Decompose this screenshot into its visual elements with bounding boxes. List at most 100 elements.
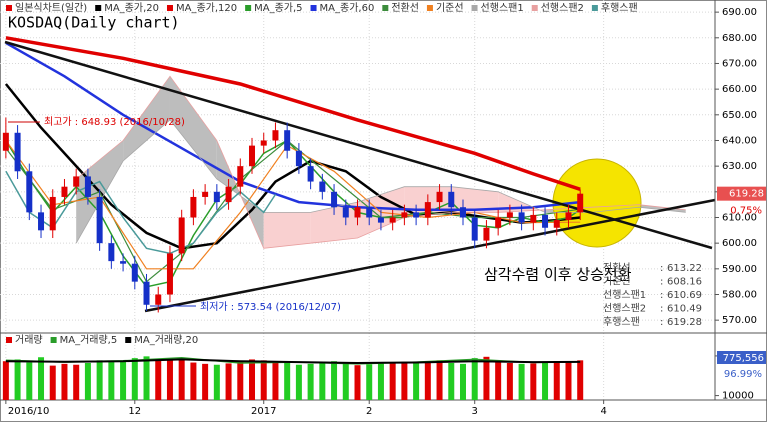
volume-bar [495,362,502,400]
volume-bar [166,358,173,400]
info-label: 후행스팬 [603,316,640,328]
trend-line [4,40,713,250]
legend-label: MA_종가,20 [104,2,159,14]
candle-body [120,261,127,264]
y-tick-label: 650.00 [722,110,757,121]
volume-bar [178,357,185,400]
volume-bar [577,360,584,400]
candle-body [49,196,56,231]
annotation: 최저가 : 573.54 (2016/12/07) [200,301,341,313]
candle-body [565,212,572,221]
candle-body [342,207,349,218]
candle-body [213,191,220,203]
legend-marker [591,5,598,11]
candle-body [26,171,33,213]
candle-body [284,130,291,151]
volume-bar [436,360,443,400]
volume-bar [401,361,408,400]
price-tag [717,186,766,201]
volume-bar [295,364,302,400]
candle-body [272,130,279,141]
candle-body [424,202,431,218]
volume-bar [38,357,45,400]
volume-bar [518,363,525,400]
cloud-area [638,204,686,213]
legend-label: MA_거래량,5 [60,334,118,346]
y-tick-label: 630.00 [722,161,757,172]
candle-body [14,132,21,172]
legend-marker [426,5,433,11]
volume-bar [553,361,560,400]
y-tick-label: 570.00 [722,315,757,326]
candle-body [225,186,232,203]
candle-body [459,207,466,218]
candle-body [143,281,150,305]
legend-label: 거래량 [15,334,43,346]
volume-bar [237,361,244,400]
volume-bar [120,361,127,400]
volume-bar [190,362,197,400]
candle-body [155,294,162,305]
price-change: 0.75% [730,206,762,217]
legend-label: MA_종가,5 [254,2,302,14]
volume-bar [565,362,572,400]
series-line [75,119,686,244]
legend-label: MA_종가,120 [176,2,237,14]
legend-label: 기준선 [436,2,464,14]
candle-body [249,145,256,167]
candle-layer [2,117,584,313]
candle-body [38,212,45,231]
volume-bar [61,363,68,400]
volume-bar [96,360,103,400]
volume-bar [413,362,420,400]
legend-marker [50,337,57,343]
legend-label: 선행스팬2 [541,2,584,14]
candle-body [389,217,396,223]
volume-bar [471,358,478,400]
volume-bar [542,362,549,400]
legend-marker [382,5,389,11]
legend-marker [6,337,12,343]
candle-body [542,214,549,228]
legend-label: MA_종가,60 [320,2,375,14]
candle-body [307,166,314,182]
cloud-area [169,76,217,179]
annotation: 삼각수렴 이후 상승전환 [484,266,632,284]
legend-marker [95,5,102,11]
y-tick-label: 660.00 [722,84,757,95]
y-tick-label: 670.00 [722,58,757,69]
volume-tag [717,351,766,364]
info-sep: : [660,317,663,328]
volume-bar [131,358,138,400]
legend-marker [6,5,12,11]
volume-change: 96.99% [724,369,762,380]
legend-marker [245,5,252,11]
info-sep: : [660,263,663,274]
volume-bar [319,362,326,400]
info-value: 619.28 [667,317,702,328]
volume-bar [202,363,209,400]
volume-bar [225,363,232,400]
volume-bar [448,362,455,400]
legend-marker [125,337,132,343]
candle-body [2,132,9,151]
info-value: 610.49 [667,304,702,315]
legend-marker [166,5,173,11]
y-tick-label: 680.00 [722,33,757,44]
y-tick-label: 600.00 [722,238,757,249]
info-sep: : [660,304,663,315]
x-tick-label: 4 [600,406,606,417]
chart-title: KOSDAQ(Daily chart) [8,14,180,32]
legend-marker [531,5,538,11]
series-line [4,83,581,250]
cloud-area [123,76,170,162]
volume-bar [483,356,490,400]
candle-body [553,220,560,228]
x-tick-label: 2016/10 [8,406,50,417]
volume-bar [307,363,314,400]
volume-bar [284,362,291,400]
volume-bar [2,361,9,400]
y-tick-label: 580.00 [722,289,757,300]
series-line [5,41,581,212]
